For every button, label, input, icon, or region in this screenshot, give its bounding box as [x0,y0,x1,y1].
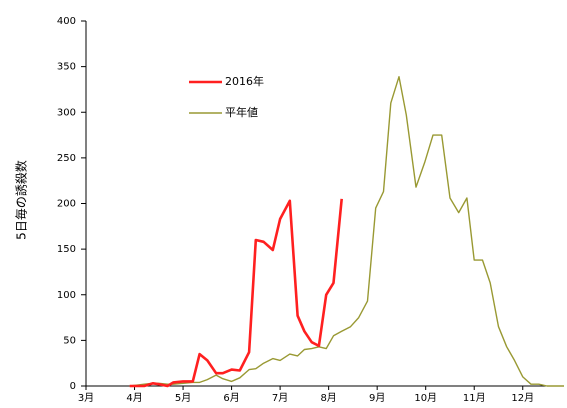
x-tick-label: 8月 [320,392,336,404]
x-tick-label: 4月 [126,392,142,404]
x-tick-label: 9月 [369,392,385,404]
y-tick-label: 300 [57,107,76,118]
series-layer [129,75,564,388]
legend-label: 平年値 [225,105,258,119]
y-tick-label: 250 [57,153,76,164]
y-tick-label: 350 [57,62,76,73]
y-axis-ticks: 0 50 100 150 200 250 300 350 400 [57,16,86,392]
x-tick-label: 11月 [463,392,486,404]
x-tick-label: 7月 [272,392,288,404]
x-tick-label: 12月 [511,392,534,404]
y-tick-label: 150 [57,244,76,255]
y-tick-label: 0 [70,381,76,392]
y-tick-label: 400 [57,16,76,27]
x-tick-label: 10月 [414,392,437,404]
x-axis-ticks: 3月 4月 5月 6月 7月 8月 9月 10月 11月 12月 [78,386,534,404]
y-tick-label: 100 [57,290,76,301]
series-line [129,198,343,388]
x-tick-label: 3月 [78,392,94,404]
y-tick-label: 200 [57,199,76,210]
y-axis-title: 5日毎の誘殺数 [14,160,29,240]
x-tick-label: 5月 [175,392,191,404]
series-line [129,75,564,387]
y-tick-label: 50 [63,335,76,346]
x-tick-label: 6月 [223,392,239,404]
legend-label: 2016年 [225,74,264,88]
